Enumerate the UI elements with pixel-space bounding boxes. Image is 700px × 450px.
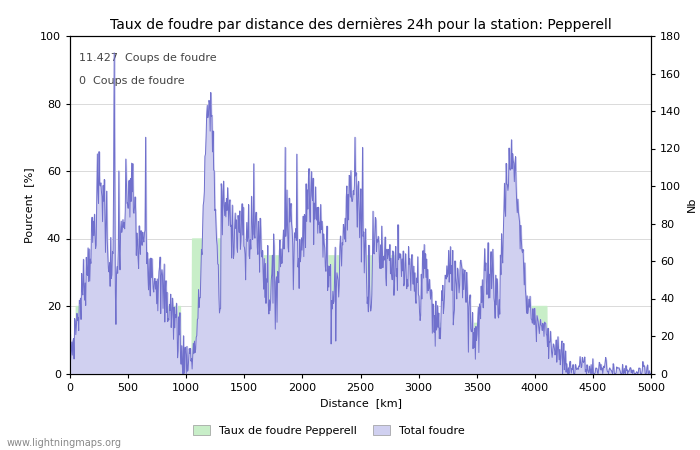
X-axis label: Distance  [km]: Distance [km] [319,398,402,408]
Legend: Taux de foudre Pepperell, Total foudre: Taux de foudre Pepperell, Total foudre [189,420,469,440]
Y-axis label: Pourcent  [%]: Pourcent [%] [25,167,34,243]
Text: 11.427  Coups de foudre: 11.427 Coups de foudre [78,53,216,63]
Y-axis label: Nb: Nb [687,197,696,212]
Text: 0  Coups de foudre: 0 Coups de foudre [78,76,184,86]
Title: Taux de foudre par distance des dernières 24h pour la station: Pepperell: Taux de foudre par distance des dernière… [110,18,611,32]
Text: www.lightningmaps.org: www.lightningmaps.org [7,438,122,448]
